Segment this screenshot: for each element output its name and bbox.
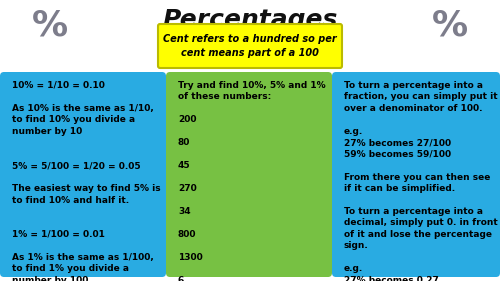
Text: %: % <box>432 8 468 42</box>
FancyBboxPatch shape <box>332 72 500 277</box>
Text: 10% = 1/10 = 0.10

As 10% is the same as 1/10,
to find 10% you divide a
number b: 10% = 1/10 = 0.10 As 10% is the same as … <box>12 81 160 281</box>
FancyBboxPatch shape <box>166 72 332 277</box>
Text: Cent refers to a hundred so per
cent means part of a 100: Cent refers to a hundred so per cent mea… <box>163 34 337 58</box>
Text: To turn a percentage into a
fraction, you can simply put it
over a denominator o: To turn a percentage into a fraction, yo… <box>344 81 498 281</box>
Text: Try and find 10%, 5% and 1%
of these numbers:

200

80

45

270

34

800

1300

: Try and find 10%, 5% and 1% of these num… <box>178 81 326 281</box>
FancyBboxPatch shape <box>158 24 342 68</box>
Text: %: % <box>32 8 68 42</box>
FancyBboxPatch shape <box>0 72 166 277</box>
Text: Percentages: Percentages <box>162 8 338 32</box>
